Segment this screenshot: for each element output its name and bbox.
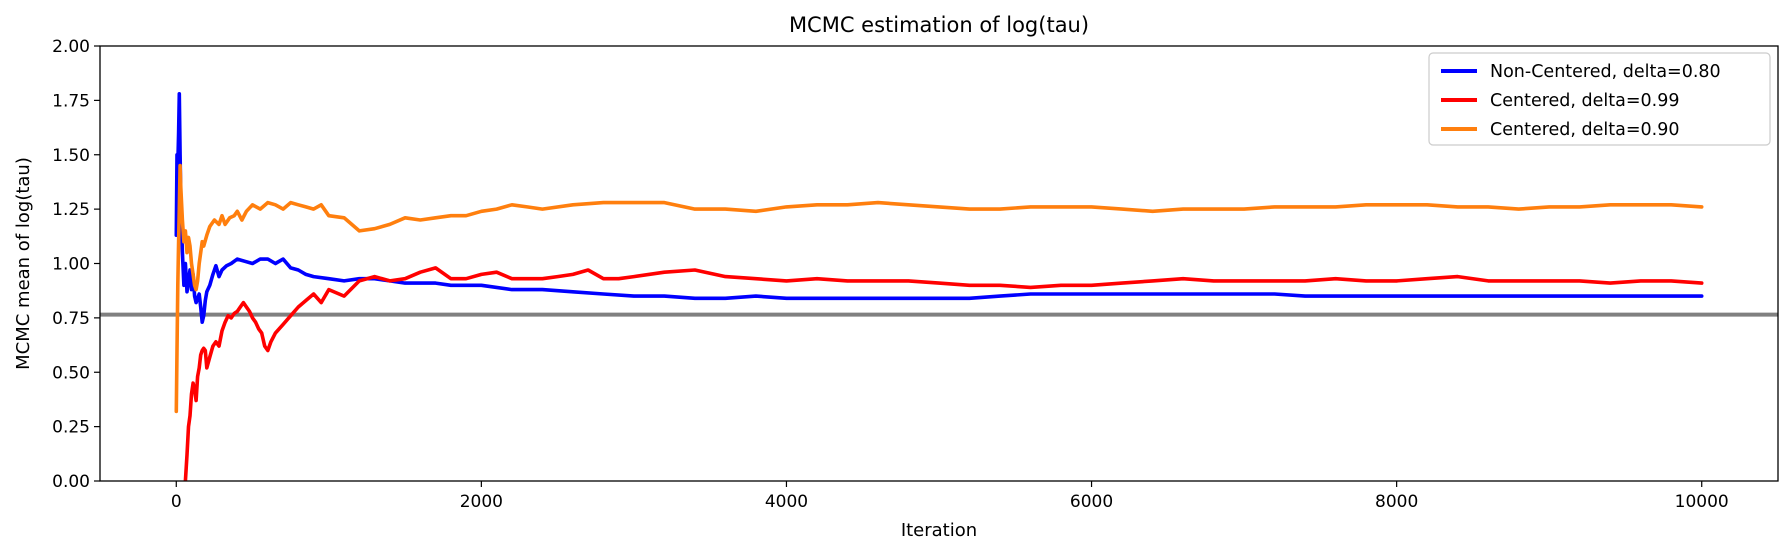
plot-area	[99, 45, 1779, 482]
legend: Non-Centered, delta=0.80 Centered, delta=…	[1428, 52, 1771, 146]
y-tick-label: 1.00	[52, 255, 90, 275]
y-tick-label: 0.75	[52, 309, 90, 329]
x-axis-title: Iteration	[901, 520, 977, 541]
y-tick-label: 0.50	[52, 363, 90, 383]
x-tick-label: 8000	[1375, 492, 1418, 512]
x-tick-label: 10000	[1675, 492, 1729, 512]
y-tick-label: 1.50	[52, 146, 90, 166]
legend-label: Centered, delta=0.99	[1490, 91, 1679, 111]
x-tick-label: 2000	[460, 492, 503, 512]
y-axis: 0.00 0.25 0.50 0.75 1.00 1.25 1.50 1.75 2.00	[52, 37, 100, 492]
y-tick-label: 0.25	[52, 418, 90, 438]
x-axis: 0 2000 4000 6000 8000 10000	[171, 481, 1729, 512]
y-tick-label: 0.00	[52, 472, 90, 492]
legend-label: Non-Centered, delta=0.80	[1490, 62, 1721, 82]
legend-box	[1428, 52, 1771, 146]
x-tick-label: 6000	[1070, 492, 1113, 512]
y-tick-label: 1.25	[52, 200, 90, 220]
chart-title: MCMC estimation of log(tau)	[789, 13, 1089, 37]
legend-label: Centered, delta=0.90	[1490, 120, 1679, 140]
y-tick-label: 2.00	[52, 37, 90, 57]
y-axis-title: MCMC mean of log(tau)	[13, 157, 34, 370]
x-tick-label: 4000	[765, 492, 808, 512]
series-layer	[174, 92, 1704, 481]
y-tick-label: 1.75	[52, 91, 90, 111]
series-line-2	[183, 266, 1704, 481]
series-line-3	[174, 163, 1704, 414]
x-tick-label: 0	[171, 492, 182, 512]
